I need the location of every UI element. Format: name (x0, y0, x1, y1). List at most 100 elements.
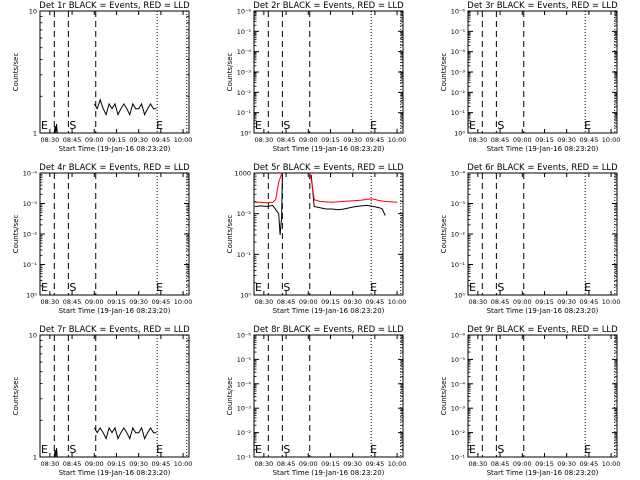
plot-frame (253, 334, 404, 458)
y-axis-label: Counts/sec (440, 53, 448, 92)
y-tick-label: 10⁻³ (23, 200, 38, 208)
y-axis-label: Counts/sec (12, 53, 20, 92)
y-tick-label: 10⁰ (26, 292, 37, 300)
marker-e-right: E (156, 119, 163, 132)
x-axis-label: Start Time (19-Jan-16 08:23:20) (59, 469, 171, 477)
marker-e-right: E (156, 281, 163, 294)
x-tick-label: 09:00 (85, 460, 104, 468)
x-tick-label: 09:00 (85, 136, 104, 144)
marker-e-right: E (156, 443, 163, 456)
y-tick-label: 10⁻⁶ (237, 332, 252, 340)
series-line-events-1 (93, 98, 157, 116)
plot-frame (253, 172, 404, 296)
x-tick-label: 09:00 (299, 460, 318, 468)
x-tick-label: 08:30 (469, 136, 488, 144)
y-tick-label: 10⁻⁵ (237, 28, 252, 36)
x-tick-label: 10:00 (602, 136, 621, 144)
series-line-lld-3 (309, 172, 398, 203)
panel-title: Det 5r BLACK = Events, RED = LLD (253, 163, 404, 173)
x-tick-label: 09:15 (107, 136, 126, 144)
x-tick-label: 09:30 (343, 136, 362, 144)
panel-title: Det 4r BLACK = Events, RED = LLD (39, 163, 190, 173)
series-line-events-0 (53, 448, 58, 458)
x-tick-label: 08:30 (255, 460, 274, 468)
x-tick-label: 09:30 (343, 298, 362, 306)
x-axis-label: Start Time (19-Jan-16 08:23:20) (487, 469, 599, 477)
y-tick-label: 10⁰ (454, 292, 465, 300)
y-tick-label: 10⁻² (451, 429, 466, 437)
x-tick-label: 09:15 (321, 460, 340, 468)
panel-title: Det 8r BLACK = Events, RED = LLD (253, 325, 404, 335)
x-tick-label: 09:00 (513, 460, 532, 468)
y-tick-label: 10⁻³ (451, 200, 466, 208)
x-axis-label: Start Time (19-Jan-16 08:23:20) (59, 307, 171, 315)
y-tick-label: 10⁻¹ (237, 251, 252, 259)
y-tick-label: 10⁻² (237, 429, 252, 437)
x-tick-label: 09:45 (366, 298, 385, 306)
x-tick-label: 08:45 (63, 136, 82, 144)
series-line-events-0 (53, 124, 58, 134)
y-tick-label: 10 (29, 8, 37, 16)
marker-s: S (497, 281, 504, 294)
x-tick-label: 10:00 (602, 298, 621, 306)
x-tick-label: 09:15 (107, 298, 126, 306)
marker-e-right: E (584, 119, 591, 132)
y-tick-label: 10⁻³ (237, 405, 252, 413)
x-tick-label: 09:15 (321, 136, 340, 144)
x-tick-label: 09:15 (535, 460, 554, 468)
x-tick-label: 09:00 (513, 298, 532, 306)
y-axis-label: Counts/sec (12, 377, 20, 416)
x-tick-label: 09:30 (129, 136, 148, 144)
y-tick-label: 10⁻⁴ (451, 48, 466, 56)
marker-s: S (497, 443, 504, 456)
y-tick-label: 1 (33, 454, 37, 462)
x-tick-label: 09:30 (129, 460, 148, 468)
series-line-events-1 (93, 426, 157, 440)
x-tick-label: 10:00 (602, 460, 621, 468)
x-tick-label: 09:45 (580, 298, 599, 306)
x-tick-label: 09:15 (535, 136, 554, 144)
y-tick-label: 10⁻⁴ (23, 170, 38, 178)
x-tick-label: 08:45 (277, 298, 296, 306)
x-tick-label: 09:45 (152, 460, 171, 468)
y-tick-label: 10⁻⁴ (451, 170, 466, 178)
y-axis-label: Counts/sec (440, 215, 448, 254)
x-tick-label: 09:00 (85, 298, 104, 306)
x-tick-label: 10:00 (388, 460, 407, 468)
x-tick-label: 09:45 (580, 460, 599, 468)
y-axis-label: Counts/sec (226, 53, 234, 92)
x-axis-label: Start Time (19-Jan-16 08:23:20) (273, 307, 385, 315)
panel-title: Det 1r BLACK = Events, RED = LLD (39, 1, 190, 11)
x-tick-label: 09:30 (343, 460, 362, 468)
marker-e-right: E (370, 119, 377, 132)
marker-e-left: E (41, 443, 48, 456)
x-tick-label: 09:45 (152, 136, 171, 144)
y-tick-label: 10⁻⁵ (237, 356, 252, 364)
x-tick-label: 09:30 (557, 136, 576, 144)
y-tick-label: 10⁻⁶ (451, 8, 466, 16)
panel-det-9r: Det 9r BLACK = Events, RED = LLD 08:30 08:… (440, 325, 620, 477)
x-tick-label: 09:00 (299, 298, 318, 306)
x-axis-label: Start Time (19-Jan-16 08:23:20) (487, 145, 599, 153)
y-tick-label: 10⁻³ (237, 69, 252, 77)
marker-s: S (283, 119, 290, 132)
x-tick-label: 10:00 (174, 460, 193, 468)
y-axis-label: Counts/sec (226, 377, 234, 416)
marker-e-right: E (584, 281, 591, 294)
panel-det-6r: Det 6r BLACK = Events, RED = LLD 08:30 08:… (440, 163, 620, 315)
series-line-events-1 (310, 174, 386, 216)
panel-title: Det 9r BLACK = Events, RED = LLD (467, 325, 618, 335)
x-tick-label: 08:30 (41, 460, 60, 468)
y-tick-label: 10⁻² (237, 210, 252, 218)
x-tick-label: 08:45 (277, 136, 296, 144)
y-tick-label: 10⁻⁶ (237, 8, 252, 16)
y-tick-label: 10⁰ (240, 130, 251, 138)
plot-frame (39, 10, 190, 134)
x-tick-label: 08:45 (277, 460, 296, 468)
y-tick-label: 10⁻⁶ (451, 332, 466, 340)
x-tick-label: 09:30 (129, 298, 148, 306)
panel-det-3r: Det 3r BLACK = Events, RED = LLD 08:30 08:… (440, 1, 620, 153)
panel-title: Det 6r BLACK = Events, RED = LLD (467, 163, 618, 173)
marker-e-right: E (584, 443, 591, 456)
x-tick-label: 09:30 (557, 460, 576, 468)
